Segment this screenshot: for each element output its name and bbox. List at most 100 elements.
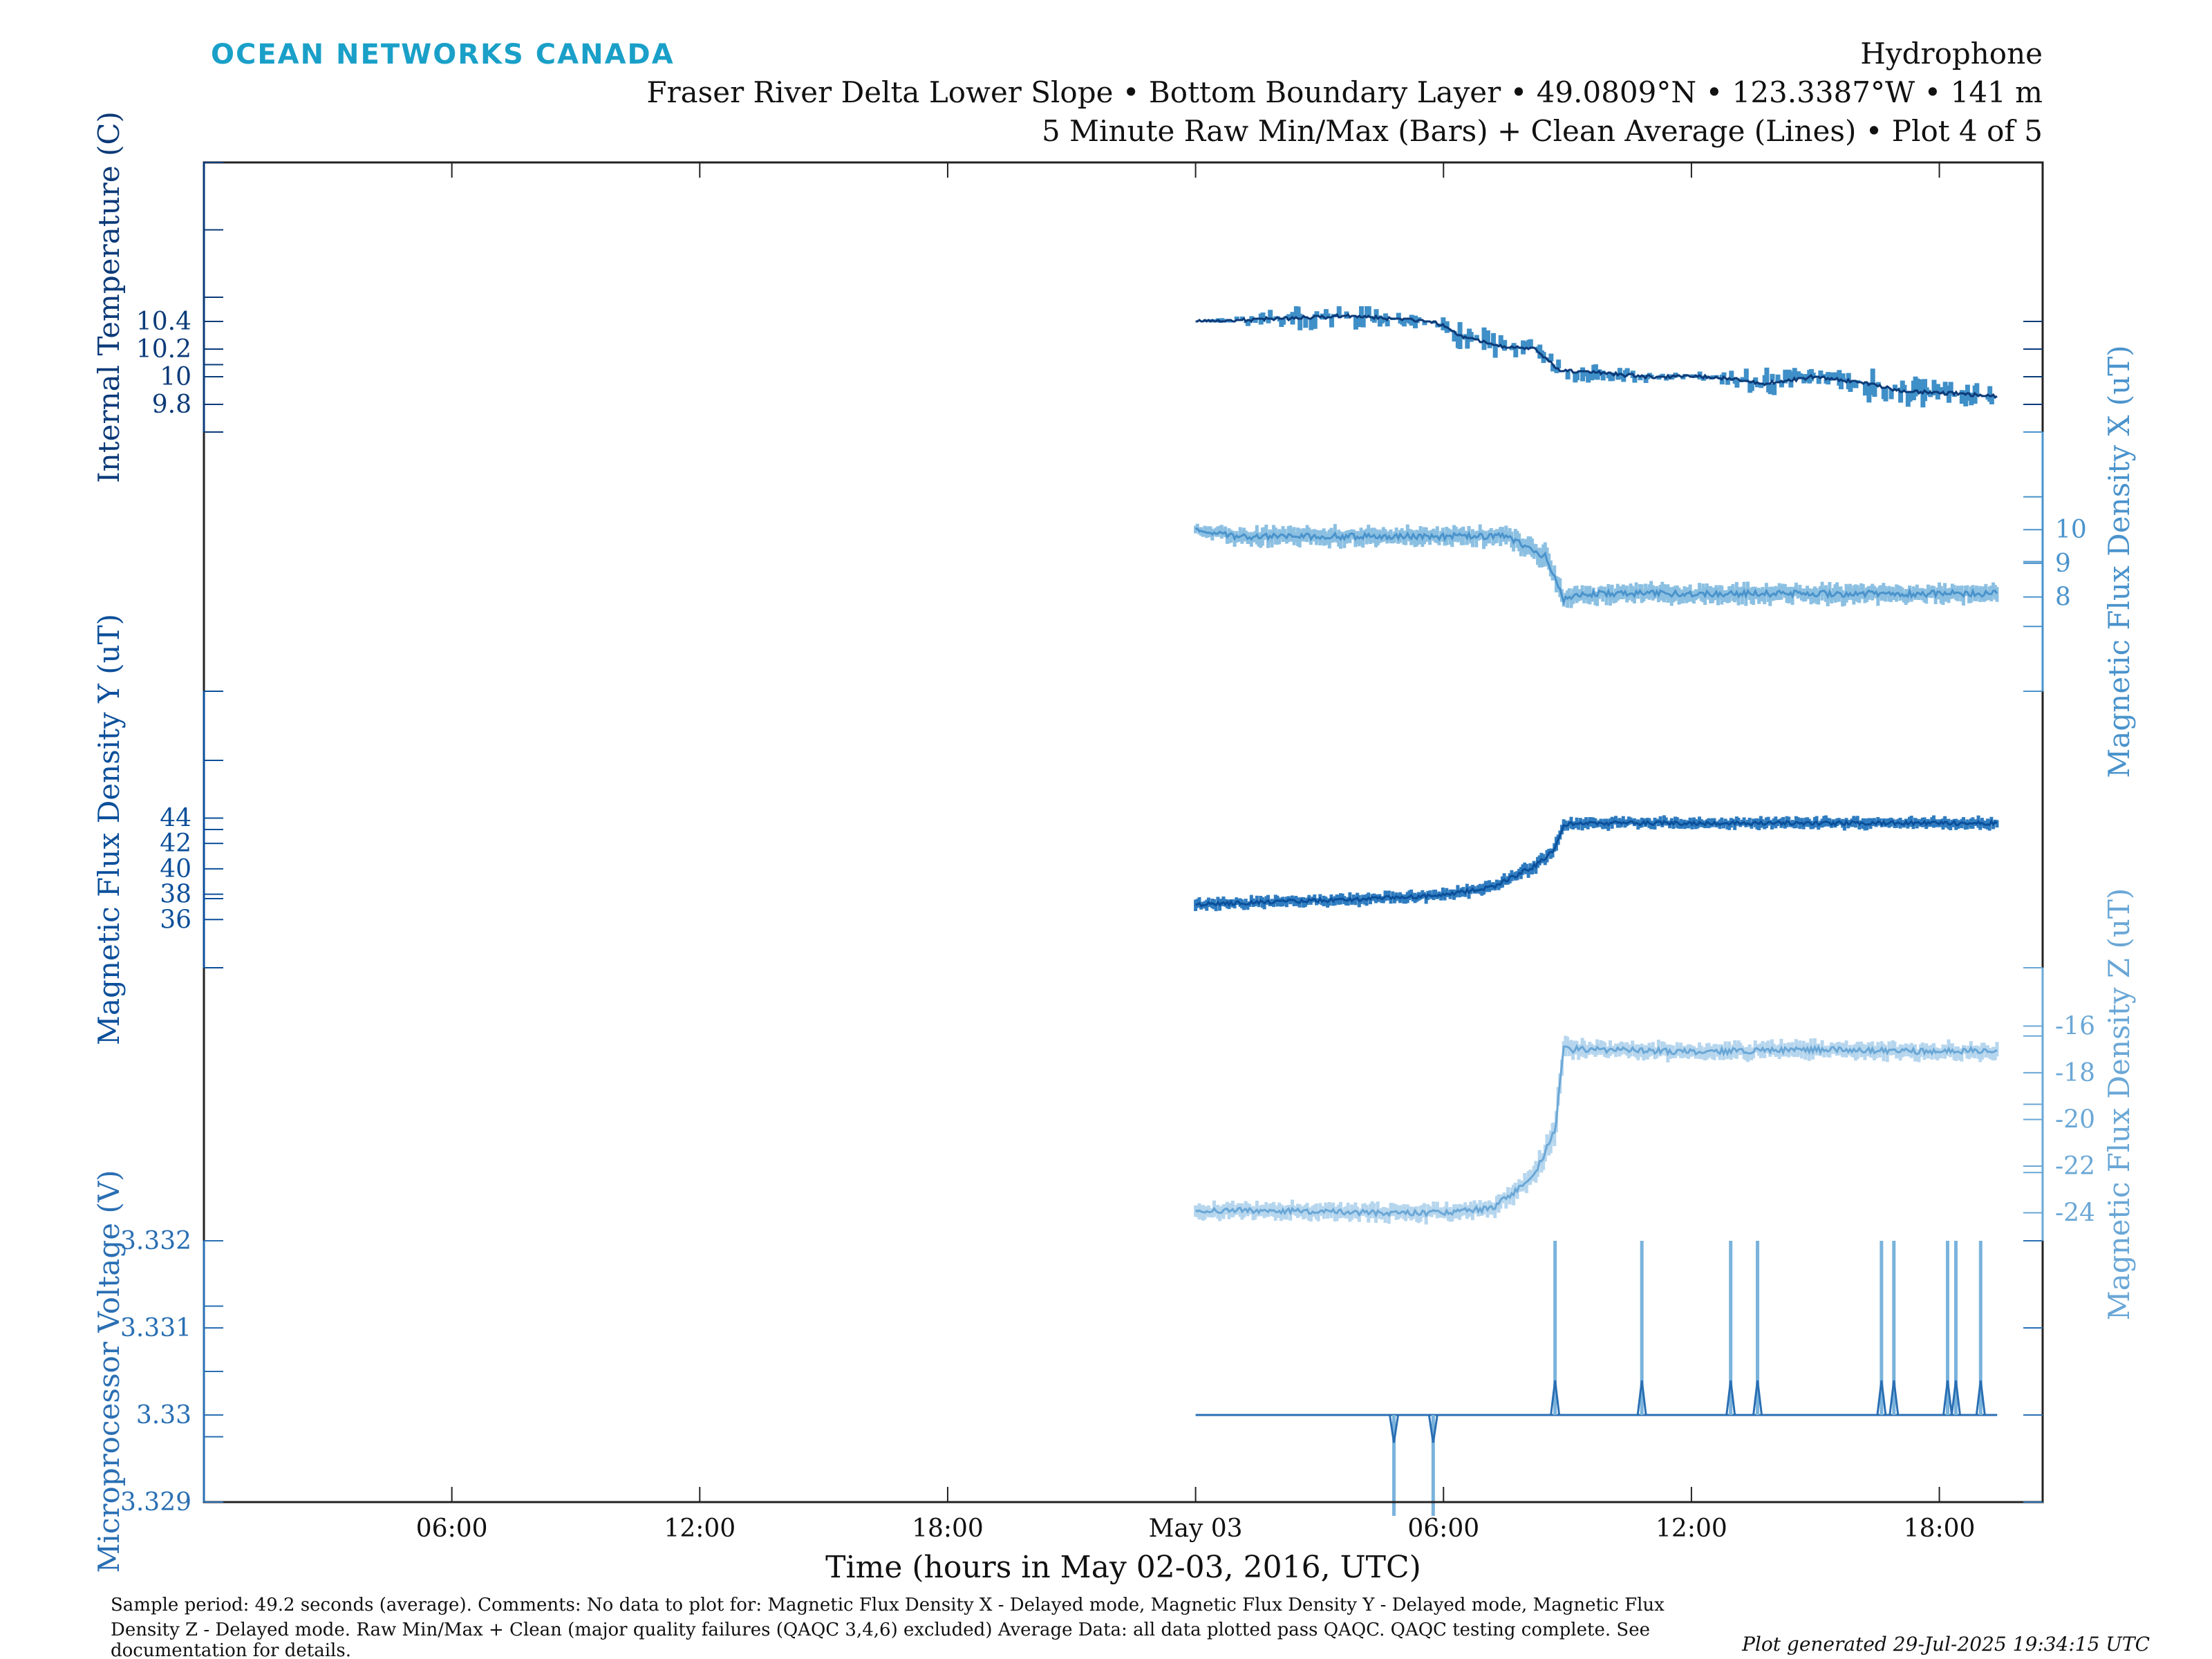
temperature-minmax-bar (1481, 327, 1487, 350)
temperature-minmax-bar (1689, 374, 1695, 377)
temperature-minmax-bar (1595, 373, 1600, 380)
y-tick-label: 10 (160, 363, 191, 391)
temperature-minmax-bar (1821, 374, 1827, 377)
flux_z-average-line (1194, 1044, 1998, 1218)
temperature-minmax-bar (1498, 335, 1503, 345)
temperature-minmax-bar (1396, 312, 1401, 319)
temperature-minmax-bar (1647, 373, 1652, 375)
temperature-minmax-bar (1749, 382, 1754, 391)
temperature-minmax-bar (1295, 306, 1301, 319)
plot-area (1194, 306, 1999, 1516)
temperature-minmax-bar (1638, 377, 1643, 381)
temperature-minmax-bar (1673, 373, 1678, 378)
temperature-minmax-bar (1850, 381, 1855, 388)
x-tick-label: 12:00 (1656, 1515, 1727, 1543)
temperature-minmax-bar (1680, 377, 1686, 379)
x-tick-label: 06:00 (1407, 1515, 1479, 1543)
temperature-minmax-bar (1528, 339, 1533, 348)
temperature-minmax-bar (1833, 372, 1838, 379)
temperature-minmax-bar (1721, 372, 1727, 377)
temperature-minmax-bar (1586, 371, 1591, 383)
temperature-minmax-bar (1643, 378, 1649, 383)
voltage-spike-avg (1942, 1380, 1953, 1416)
temperature-minmax-bar (1381, 319, 1387, 322)
voltage-spike-avg (1550, 1380, 1561, 1416)
temperature-minmax-bar (1959, 390, 1965, 404)
temperature-minmax-bar (1632, 377, 1638, 383)
temperature-minmax-bar (1309, 319, 1314, 330)
temperature-minmax-bar (1336, 306, 1342, 317)
temperature-minmax-bar (1286, 314, 1292, 320)
temperature-minmax-bar (1266, 319, 1271, 324)
temperature-minmax-bar (1915, 378, 1920, 393)
chart-title: Hydrophone (1860, 37, 2043, 71)
temperature-minmax-bar (1268, 310, 1273, 319)
voltage-spike-avg (1950, 1380, 1961, 1416)
temperature-minmax-bar (1511, 343, 1517, 348)
y-axis-label-flux_x: Magnetic Flux Density X (uT) (2102, 345, 2136, 778)
temperature-minmax-bar (1474, 335, 1479, 339)
temperature-minmax-bar (1667, 374, 1673, 378)
voltage-spike-avg (1389, 1414, 1400, 1443)
chart-subtitle: Fraser River Delta Lower Slope • Bottom … (646, 75, 2043, 109)
footer-note-line-1: Sample period: 49.2 seconds (average). C… (111, 1595, 1665, 1615)
y-tick-label: -20 (2055, 1105, 2095, 1134)
temperature-minmax-bar (1792, 368, 1797, 378)
y-axis-label-voltage: Microprocessor Voltage (V) (92, 1170, 126, 1573)
chart-plot-info: 5 Minute Raw Min/Max (Bars) + Clean Aver… (1042, 114, 2043, 148)
temperature-minmax-bar (1468, 332, 1474, 342)
temperature-minmax-bar (1948, 382, 1953, 392)
temperature-minmax-bar (1816, 377, 1821, 384)
series-flux_z (1194, 1035, 1999, 1225)
temperature-minmax-bar (1842, 378, 1848, 381)
temperature-minmax-bar (1729, 371, 1734, 379)
temperature-minmax-bar (1548, 353, 1554, 362)
temperature-minmax-bar (1312, 314, 1318, 329)
footer-note-line-3: documentation for details. (111, 1640, 351, 1659)
temperature-minmax-bar (1314, 311, 1320, 316)
temperature-average-line (1195, 312, 1998, 400)
temperature-minmax-bar (1600, 371, 1606, 381)
temperature-minmax-bar (1589, 373, 1595, 381)
temperature-minmax-bar (1329, 317, 1334, 328)
temperature-minmax-bar (1883, 388, 1888, 402)
x-tick-label: 06:00 (416, 1515, 488, 1543)
x-tick-label: May 03 (1149, 1515, 1243, 1543)
temperature-minmax-bar (1403, 319, 1409, 323)
temperature-minmax-bar (1452, 331, 1457, 342)
y-axis-label-temperature: Internal Temperature (C) (92, 111, 126, 483)
temperature-minmax-bar (1253, 318, 1258, 324)
x-tick-label: 12:00 (664, 1515, 735, 1543)
temperature-minmax-bar (1239, 316, 1245, 320)
voltage-spike-avg (1752, 1380, 1763, 1416)
y-tick-label: -18 (2055, 1059, 2095, 1087)
y-tick-label: -24 (2055, 1199, 2095, 1227)
temperature-minmax-bar (1374, 309, 1379, 316)
temperature-minmax-bar (1487, 344, 1492, 348)
temperature-minmax-bar (1775, 374, 1781, 382)
temperature-minmax-bar (1492, 345, 1498, 358)
temperature-minmax-bar (1297, 313, 1303, 330)
y-tick-label: 10.4 (136, 308, 191, 336)
temperature-minmax-bar (1872, 384, 1877, 397)
temperature-minmax-bar (1353, 316, 1358, 330)
temperature-minmax-bar (1768, 384, 1773, 395)
y-axis-label-flux_z: Magnetic Flux Density Z (uT) (2102, 888, 2136, 1321)
y-axis-flux_z: -24 -22 -20 -18 -16 Magnetic Flux Density Z (… (2023, 888, 2136, 1321)
series-flux_x (1194, 523, 1999, 608)
temperature-minmax-bar (1924, 387, 1929, 392)
flux_x-average-line (1195, 527, 1998, 606)
temperature-minmax-bar (1888, 389, 1894, 400)
temperature-minmax-bar (1947, 392, 1952, 403)
temperature-minmax-bar (1422, 321, 1427, 326)
footer-note-line-2: Density Z - Delayed mode. Raw Min/Max + … (111, 1620, 1650, 1640)
voltage-spike-avg (1636, 1380, 1647, 1416)
series-voltage (1195, 1241, 1998, 1516)
voltage-spike-avg (1876, 1380, 1887, 1416)
temperature-minmax-bar (1868, 384, 1874, 395)
plot-generated: Plot generated 29-Jul-2025 19:34:15 UTC (1741, 1633, 2150, 1656)
temperature-minmax-bar (1740, 377, 1745, 381)
plot-frame (203, 161, 2044, 1503)
